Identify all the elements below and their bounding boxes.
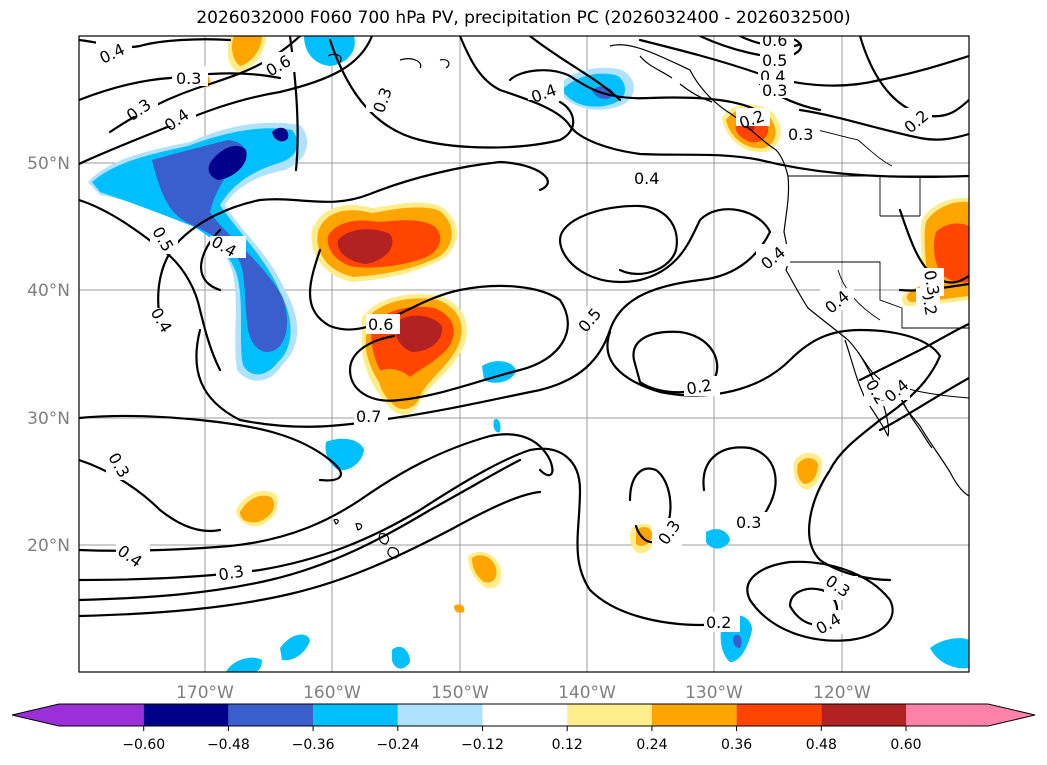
colorbar-tick-label: −0.36 [292, 737, 335, 753]
colorbar-segment [651, 704, 737, 726]
colorbar-segment [228, 704, 314, 726]
colorbar-segment [397, 704, 483, 726]
map-frame [78, 35, 970, 673]
lon-label: 160°W [303, 683, 361, 703]
lat-label: 20°N [27, 536, 70, 556]
colorbar-segment [143, 704, 229, 726]
figure-title: 2026032000 F060 700 hPa PV, precipitatio… [196, 8, 851, 28]
contour-label: 0.6 [368, 315, 393, 334]
contour-label: 0.3 [736, 513, 761, 532]
colorbar-extend-high [988, 704, 1035, 726]
contour-label: 0.3 [176, 69, 201, 88]
contour-label: 0.5 [762, 51, 787, 70]
colorbar-segment [821, 704, 906, 726]
contour-label: 0.7 [356, 407, 381, 426]
contour-label: 0.3 [920, 269, 943, 297]
latitude-labels: 50°N 40°N 30°N 20°N [27, 154, 70, 556]
lon-label: 120°W [813, 683, 871, 703]
contour-label: 0.4 [634, 169, 659, 188]
lon-label: 170°W [176, 683, 234, 703]
contour-label: 0.6 [762, 31, 787, 50]
colorbar-segment [59, 704, 144, 726]
colorbar-tick-label: −0.48 [207, 737, 250, 753]
contour-label: 0.3 [788, 125, 813, 144]
lat-label: 40°N [27, 281, 70, 301]
colorbar-extend-low [12, 704, 59, 726]
colorbar-segment [482, 704, 568, 726]
colorbar-segment [567, 704, 652, 726]
lat-label: 50°N [27, 154, 70, 174]
contour-label: 0.3 [762, 81, 787, 100]
colorbar-tick-label: 0.36 [721, 737, 752, 753]
lon-label: 150°W [431, 683, 489, 703]
colorbar-tick-label: −0.60 [122, 737, 165, 753]
colorbar-tick-label: 0.24 [636, 737, 667, 753]
longitude-labels: 170°W 160°W 150°W 140°W 130°W 120°W [176, 683, 871, 703]
lon-label: 130°W [685, 683, 743, 703]
lon-label: 140°W [558, 683, 616, 703]
contour-label: 0.2 [685, 375, 713, 398]
colorbar-segment [906, 704, 988, 726]
lat-label: 30°N [27, 409, 70, 429]
colorbar-tick-label: 0.12 [552, 737, 583, 753]
colorbar-tick-label: 0.60 [890, 737, 921, 753]
colorbar-tick-label: −0.24 [376, 737, 419, 753]
contour-label: 0.2 [706, 613, 731, 632]
pv-contours [79, 36, 969, 642]
colorbar-tick-label: −0.12 [461, 737, 504, 753]
colorbar-segment [736, 704, 822, 726]
colorbar: −0.60 −0.48 −0.36 −0.24 −0.12 0.12 0.24 … [11, 703, 1036, 753]
colorbar-segment [313, 704, 398, 726]
contour-label: 0.3 [217, 561, 245, 584]
colorbar-tick-label: 0.48 [806, 737, 837, 753]
